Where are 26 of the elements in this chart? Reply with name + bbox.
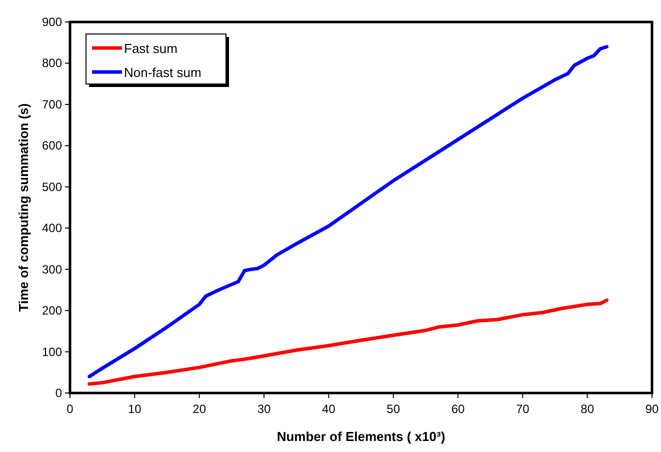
x-tick-label: 20 — [192, 402, 206, 416]
x-axis-title: Number of Elements ( x10³) — [276, 429, 446, 444]
x-tick-label: 80 — [580, 402, 594, 416]
y-tick-label: 500 — [42, 180, 62, 194]
x-tick-label: 70 — [516, 402, 530, 416]
y-tick-label: 200 — [42, 304, 62, 318]
y-tick-label: 0 — [55, 386, 62, 400]
legend-label: Non-fast sum — [124, 65, 202, 80]
y-tick-label: 400 — [42, 221, 62, 236]
x-tick-label: 30 — [257, 402, 271, 416]
legend-label: Fast sum — [124, 41, 178, 56]
x-tick-label: 60 — [451, 402, 465, 416]
x-tick-label: 0 — [66, 402, 74, 416]
x-tick-label: 50 — [386, 402, 400, 416]
y-tick-label: 700 — [42, 97, 62, 112]
x-tick-label: 40 — [322, 402, 336, 416]
y-tick-label: 600 — [42, 138, 62, 153]
y-tick-label: 300 — [42, 262, 62, 276]
y-tick-label: 800 — [42, 56, 62, 70]
y-tick-label: 900 — [42, 15, 62, 29]
y-tick-label: 100 — [42, 344, 62, 359]
line-series — [88, 44, 608, 378]
line-series — [88, 298, 608, 386]
y-axis-title: Time of computing summation (s) — [16, 103, 31, 312]
x-tick-label: 90 — [645, 402, 659, 416]
x-tick-label: 10 — [128, 402, 142, 416]
